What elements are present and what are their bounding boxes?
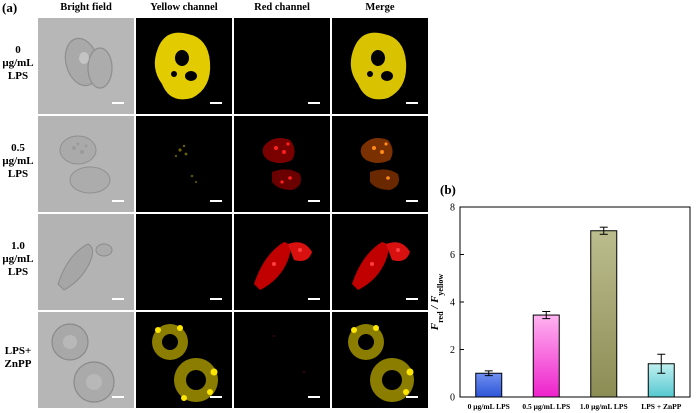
x-tick-label: LPS + ZnPP <box>641 402 682 411</box>
micrograph-bright-row1 <box>38 18 134 114</box>
column-header-merge: Merge <box>365 2 395 13</box>
scale-bar <box>308 396 320 398</box>
micrograph-merge-row2 <box>332 116 428 212</box>
micrograph-yellow-row1 <box>136 18 232 114</box>
scale-bar <box>210 200 222 202</box>
scale-bar <box>210 102 222 104</box>
column-header-red-channel: Red channel <box>254 2 310 13</box>
y-tick-label: 0 <box>450 393 455 404</box>
scale-bar <box>112 200 124 202</box>
y-tick-label: 2 <box>450 345 455 356</box>
bar <box>532 314 560 398</box>
column-header-yellow-channel: Yellow channel <box>150 2 218 13</box>
micrograph-red-row3 <box>234 214 330 310</box>
scale-bar <box>210 298 222 300</box>
micrograph-red-row2 <box>234 116 330 212</box>
row-label-0-lps: 0 μg/mL LPS <box>0 44 36 83</box>
row-label-0-5-lps: 0.5 μg/mL LPS <box>0 142 36 181</box>
y-axis-label: Fred / Fyellow <box>429 274 445 332</box>
scale-bar <box>406 396 418 398</box>
y-tick-label: 6 <box>450 250 455 261</box>
panel-a-label: (a) <box>2 0 18 15</box>
micrograph-bright-row3 <box>38 214 134 310</box>
scale-bar <box>308 298 320 300</box>
y-tick-label: 4 <box>450 298 455 309</box>
micrograph-yellow-row3 <box>136 214 232 310</box>
row-label-1-0-lps: 1.0 μg/mL LPS <box>0 240 36 279</box>
scale-bar <box>406 298 418 300</box>
x-tick-label: 1.0 μg/mL LPS <box>580 402 628 411</box>
scale-bar <box>112 102 124 104</box>
y-tick-label: 8 <box>450 203 455 214</box>
row-label-line: LPS+ <box>4 345 32 357</box>
bar-chart: 0 2 4 6 8 Fred / Fyellow 0 μg/mL LPS 0.5 μg/mL … <box>429 203 691 411</box>
micrograph-merge-row1 <box>332 18 428 114</box>
x-tick-label: 0.5 μg/mL LPS <box>522 402 570 411</box>
scale-bar <box>406 102 418 104</box>
row-label-line: 0 <box>15 44 21 56</box>
micrograph-yellow-row2 <box>136 116 232 212</box>
row-label-line: μg/mL <box>2 155 34 167</box>
micrograph-yellow-row4 <box>136 312 232 408</box>
micrograph-merge-row3 <box>332 214 428 310</box>
micrograph-red-row4 <box>234 312 330 408</box>
row-label-line: LPS <box>7 168 29 180</box>
scale-bar <box>406 200 418 202</box>
micrograph-bright-row4 <box>38 312 134 408</box>
row-label-line: LPS <box>7 70 29 82</box>
scale-bar <box>112 298 124 300</box>
row-label-line: 0.5 <box>11 142 25 154</box>
row-label-line: μg/mL <box>2 57 34 69</box>
row-label-lps-znpp: LPS+ ZnPP <box>0 345 36 371</box>
x-tick-label: 0 μg/mL LPS <box>468 402 510 411</box>
scale-bar <box>308 102 320 104</box>
panel-b-label: (b) <box>440 182 456 197</box>
row-label-line: μg/mL <box>2 253 34 265</box>
micrograph-bright-row2 <box>38 116 134 212</box>
row-label-line: 1.0 <box>11 240 25 252</box>
row-label-line: LPS <box>7 266 29 278</box>
row-label-line: ZnPP <box>4 358 32 370</box>
micrograph-merge-row4 <box>332 312 428 408</box>
bar <box>590 230 618 398</box>
scale-bar <box>112 396 124 398</box>
scale-bar <box>210 396 222 398</box>
scale-bar <box>308 200 320 202</box>
micrograph-red-row1 <box>234 18 330 114</box>
column-header-bright-field: Bright field <box>60 2 112 13</box>
bar <box>475 372 503 398</box>
